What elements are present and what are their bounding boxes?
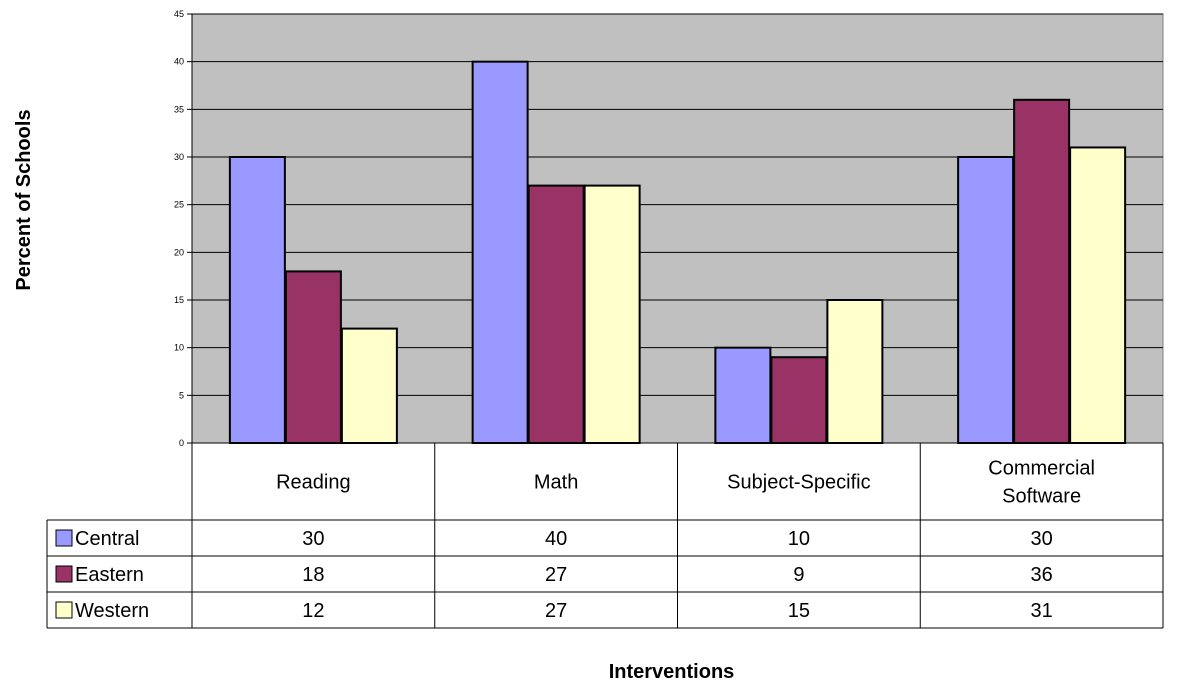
bar-eastern-0 [286,271,341,443]
bar-central-1 [473,62,528,443]
table-cell: 15 [788,600,810,622]
table-cell: 40 [545,528,567,550]
table-cell: 30 [1031,528,1053,550]
bar-western-1 [585,186,640,443]
y-axis-title: Percent of Schools [13,109,35,290]
bar-central-2 [715,348,770,443]
bar-central-0 [230,157,285,443]
y-axis-ticks: 0 5 10 15 20 25 30 35 40 45 [174,9,192,448]
legend-swatch-central [56,530,72,546]
legend-label-central: Central [75,528,139,550]
bar-eastern-1 [529,186,584,443]
bar-western-3 [1070,147,1125,443]
y-tick-label: 35 [174,104,184,114]
data-table: Reading Math Subject-Specific Commercial Sof… [47,443,1163,628]
bar-eastern-3 [1014,100,1069,443]
bar-western-0 [342,329,397,443]
y-tick-label: 40 [174,57,184,67]
table-cell: 31 [1031,600,1053,622]
category-label: Subject-Specific [727,472,870,494]
category-label: Math [534,472,578,494]
legend-swatch-western [56,602,72,618]
y-tick-label: 25 [174,200,184,210]
table-cell: 27 [545,600,567,622]
table-cell: 30 [302,528,324,550]
y-tick-label: 10 [174,343,184,353]
table-cell: 12 [302,600,324,622]
y-tick-label: 0 [179,438,184,448]
table-cell: 10 [788,528,810,550]
category-label: Software [1002,486,1081,508]
table-cell: 36 [1031,564,1053,586]
bar-western-2 [827,300,882,443]
y-tick-label: 20 [174,247,184,257]
legend-swatch-eastern [56,566,72,582]
bar-eastern-2 [771,357,826,443]
legend-label-eastern: Eastern [75,564,144,586]
legend-label-western: Western [75,600,149,622]
x-axis-title: Interventions [609,661,735,683]
category-label: Reading [276,472,351,494]
category-label: Commercial [988,458,1095,480]
y-tick-label: 5 [179,390,184,400]
table-cell: 18 [302,564,324,586]
table-cell: 9 [793,564,804,586]
y-tick-label: 30 [174,152,184,162]
y-tick-label: 45 [174,9,184,19]
table-cell: 27 [545,564,567,586]
y-tick-label: 15 [174,295,184,305]
bar-central-3 [958,157,1013,443]
